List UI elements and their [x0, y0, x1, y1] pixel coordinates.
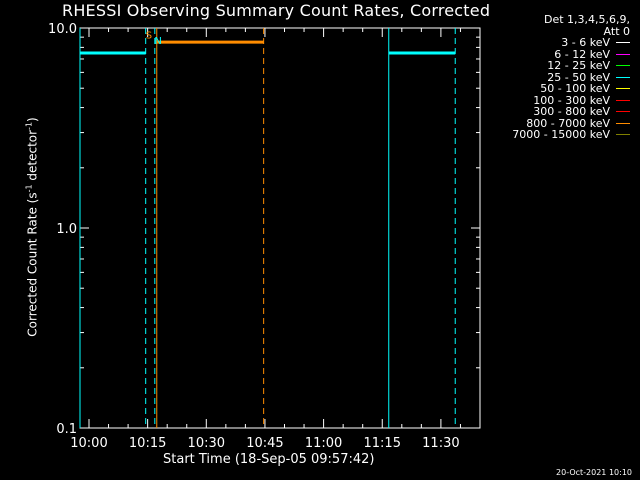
legend-entry: 300 - 800 keV	[512, 106, 630, 118]
legend-attenuator-line: Att 0	[603, 24, 630, 38]
flag-annotation: S	[146, 30, 152, 41]
legend-entries: 3 - 6 keV 6 - 12 keV 12 - 25 keV 25 - 50 ke…	[512, 37, 630, 141]
y-axis-label: Corrected Count Rate (s-1 detector-1)	[25, 117, 40, 336]
y-tick-label: 10.0	[48, 22, 77, 37]
legend-swatch	[616, 88, 630, 90]
y-axis-label-text: detector	[25, 129, 40, 185]
legend-entry: 12 - 25 keV	[512, 60, 630, 72]
chart-legend: Det 1,3,4,5,6,9, Att 0 3 - 6 keV 6 - 12 k…	[512, 14, 630, 141]
legend-entry-label: 12 - 25 keV	[547, 59, 610, 72]
legend-entry: 6 - 12 keV	[512, 47, 630, 61]
legend-entry-label: 6 - 12 keV	[554, 47, 610, 61]
y-axis-label-exponent: -1	[24, 184, 34, 193]
legend-entry-label: 100 - 300 keV	[533, 93, 610, 107]
flag-annotation: N	[154, 36, 161, 47]
legend-entry: 3 - 6 keV	[512, 37, 630, 49]
legend-entry-label: 3 - 6 keV	[561, 36, 610, 49]
legend-swatch	[616, 111, 630, 113]
y-axis-label-text: Corrected Count Rate (s	[25, 192, 40, 337]
y-axis-label-exponent: -1	[24, 121, 34, 130]
x-axis-label: Start Time (18-Sep-05 09:57:42)	[163, 452, 375, 467]
legend-swatch	[616, 42, 630, 44]
x-tick-label: 11:15	[364, 436, 401, 451]
legend-swatch	[616, 99, 630, 101]
x-tick-label: 10:00	[70, 436, 107, 451]
legend-entry: 100 - 300 keV	[512, 93, 630, 107]
legend-entry-label: 800 - 7000 keV	[526, 116, 610, 130]
x-tick-label: 10:15	[129, 436, 166, 451]
x-tick-label: 11:30	[422, 436, 459, 451]
x-tick-label: 11:00	[305, 436, 342, 451]
legend-entry: 50 - 100 keV	[512, 83, 630, 95]
x-tick-label: 10:45	[246, 436, 283, 451]
plot-datestamp: 20-Oct-2021 10:10	[556, 468, 632, 477]
y-tick-label: 0.1	[56, 422, 77, 437]
y-axis-label-text: )	[25, 117, 40, 122]
legend-detector-line: Det 1,3,4,5,6,9,	[543, 13, 630, 26]
legend-entry: 7000 - 15000 keV	[512, 129, 630, 141]
legend-entry-label: 300 - 800 keV	[533, 105, 610, 118]
legend-swatch	[616, 53, 630, 55]
legend-swatch	[616, 122, 630, 124]
legend-entry-label: 25 - 50 keV	[547, 70, 610, 84]
legend-entry-label: 50 - 100 keV	[540, 82, 610, 95]
chart-title: RHESSI Observing Summary Count Rates, Co…	[62, 1, 491, 20]
legend-entry: 25 - 50 keV	[512, 70, 630, 84]
legend-swatch	[616, 134, 630, 136]
legend-entry-label: 7000 - 15000 keV	[512, 128, 610, 141]
legend-swatch	[616, 76, 630, 78]
legend-swatch	[616, 65, 630, 67]
plot-frame	[79, 27, 481, 429]
y-tick-label: 1.0	[56, 222, 77, 237]
x-tick-label: 10:30	[188, 436, 225, 451]
legend-entry: 800 - 7000 keV	[512, 116, 630, 130]
